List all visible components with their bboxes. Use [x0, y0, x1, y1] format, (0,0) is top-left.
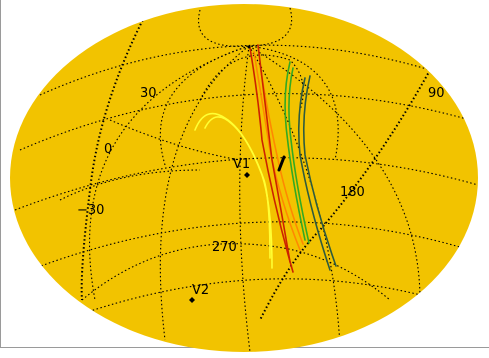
latitude-line	[59, 169, 201, 201]
voyager-2-marker	[189, 297, 195, 303]
track-dark-green	[297, 77, 331, 271]
polar-circle	[199, 54, 304, 111]
voyager-2-label: V2	[192, 283, 209, 298]
voyager-1-marker	[244, 172, 250, 178]
longitude-label-180: 180	[340, 185, 365, 200]
longitude-label-90: 90	[428, 86, 445, 101]
track-green	[284, 61, 306, 241]
latitude-line	[14, 157, 478, 211]
track-red-secondary	[257, 44, 291, 263]
track-dark-green-secondary	[302, 75, 337, 267]
pole-marker	[247, 45, 251, 49]
track-yellow-secondary	[204, 116, 271, 259]
longitude-label-0: 0	[104, 142, 112, 157]
polar-circle	[159, 45, 339, 166]
latitude-label-minus-30: −30	[77, 203, 104, 218]
coordinate-grid	[14, 5, 478, 352]
voyager-1-label: V1	[233, 157, 250, 172]
track-red	[249, 47, 294, 273]
longitude-label-270: 270	[212, 240, 237, 255]
source-marker	[277, 155, 286, 172]
latitude-line	[19, 93, 471, 151]
longitude-line	[239, 45, 251, 352]
longitude-line	[159, 45, 250, 341]
latitude-label-30: 30	[140, 86, 157, 101]
galactic-plane	[80, 5, 151, 301]
longitude-line	[248, 45, 341, 346]
latitude-line	[39, 44, 431, 96]
all-sky-projection	[10, 4, 478, 352]
latitude-line	[81, 243, 391, 301]
latitude-line	[109, 119, 241, 161]
latitude-line	[29, 221, 471, 271]
latitude-line	[69, 278, 441, 319]
track-green-secondary	[288, 67, 310, 244]
